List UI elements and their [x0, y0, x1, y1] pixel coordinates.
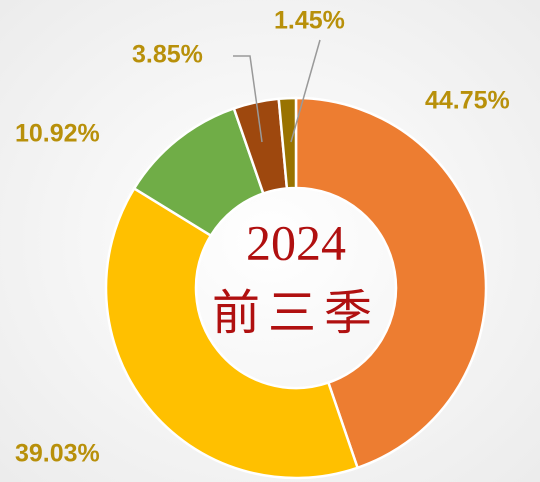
leader-line	[233, 55, 263, 143]
data-label: 10.92%	[15, 120, 100, 148]
slice	[277, 96, 298, 190]
data-label: 3.85%	[132, 41, 203, 69]
slice	[294, 96, 488, 470]
data-label: 44.75%	[425, 87, 510, 115]
center-period: 前三季	[212, 287, 380, 340]
slice	[104, 186, 360, 480]
leader-line	[290, 39, 321, 143]
data-label: 1.45%	[274, 7, 345, 35]
center-year: 2024	[246, 214, 346, 270]
data-label: 39.03%	[15, 440, 100, 468]
